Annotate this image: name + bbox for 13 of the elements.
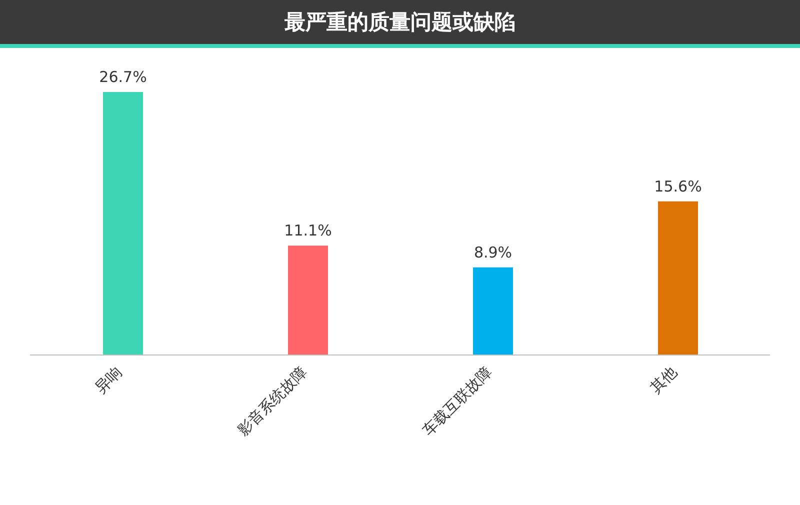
data-label: 8.9% [474,243,512,262]
bar [288,246,328,355]
data-label: 26.7% [99,68,147,86]
x-tick-label: 车载互联故障 [418,363,496,440]
chart-title: 最严重的质量问题或缺陷 [0,0,800,48]
bar [658,201,698,355]
bar [473,267,513,355]
x-tick-label: 异响 [91,363,126,398]
x-tick-label: 其他 [646,363,680,398]
bar [103,92,143,355]
x-tick-label: 影音系统故障 [234,363,310,440]
data-label: 15.6% [654,177,702,196]
data-label: 11.1% [284,222,332,240]
